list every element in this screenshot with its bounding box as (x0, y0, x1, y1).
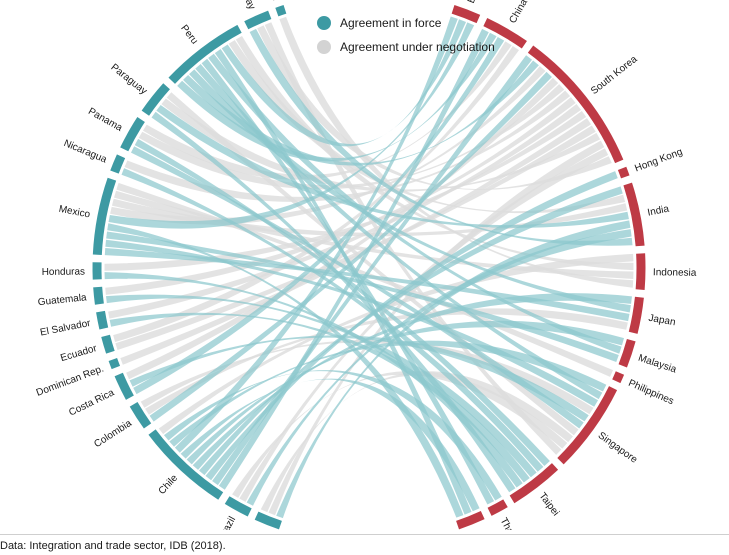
label-peru: Peru (178, 23, 200, 46)
arc-guatemala (93, 286, 104, 305)
label-south-korea: South Korea (589, 54, 640, 97)
label-thailand: Thailand (498, 516, 526, 530)
label-panama: Panama (86, 106, 124, 134)
arc-japan (628, 296, 644, 334)
chord-link-colombia-japan (145, 308, 628, 415)
chord-link-chile-china (218, 28, 489, 490)
label-uruguay: Uruguay (232, 0, 257, 11)
arc-philippines (612, 371, 625, 384)
arc-chile (148, 429, 224, 500)
legend-label-in-force: Agreement in force (340, 16, 442, 30)
chord-link-panama-singapore (130, 146, 584, 429)
chord-link-mexico-japan (104, 248, 630, 322)
arc-china (483, 18, 527, 49)
arc-nicaragua (110, 154, 126, 174)
label-guatemala: Guatemala (37, 292, 87, 308)
arc-dominican-rep (108, 357, 121, 370)
arc-thailand (487, 499, 508, 516)
arc-malaysia (618, 338, 636, 368)
label-taipei: Taipei (536, 491, 561, 518)
arc-vietnam (456, 510, 485, 530)
arc-hong-kong (617, 166, 630, 179)
arc-paraguay (141, 83, 170, 116)
label-indonesia: Indonesia (653, 267, 697, 279)
chord-link-peru-china (177, 32, 497, 162)
label-ecuador: Ecuador (59, 343, 98, 364)
label-hong-kong: Hong Kong (633, 147, 684, 175)
label-mexico: Mexico (58, 204, 92, 221)
chord-link-peru-thailand (201, 58, 495, 505)
arc-panama (120, 117, 145, 152)
chord-link-paraguay-india (156, 105, 629, 228)
label-honduras: Honduras (42, 267, 85, 278)
label-india: India (647, 204, 671, 219)
arc-singapore (557, 386, 618, 465)
arc-colombia (129, 402, 152, 429)
arc-el-salvador (96, 310, 109, 330)
chord-link-peru-indonesia (235, 35, 634, 271)
label-brunei: Brunei (466, 0, 487, 5)
label-singapore: Singapore (596, 430, 640, 466)
legend-swatch-under-negotiation (317, 40, 331, 54)
chord-links (104, 16, 634, 519)
arc-india (623, 182, 645, 247)
arc-ecuador (101, 334, 115, 354)
legend-label-under-negotiation: Agreement under negotiation (340, 40, 495, 54)
arc-brunei (451, 5, 481, 24)
footer-divider (0, 534, 729, 535)
arc-brazil (224, 496, 252, 517)
label-dominican-rep: Dominican Rep. (35, 364, 105, 399)
arc-peru (168, 24, 242, 84)
legend: Agreement in force Agreement under negot… (317, 16, 495, 54)
label-costa-rica: Costa Rica (67, 387, 116, 418)
chord-link-peru-brunei (221, 19, 467, 147)
source-note: Data: Integration and trade sector, IDB … (0, 540, 226, 552)
arc-uruguay (244, 10, 272, 30)
arc-venezuela (275, 5, 287, 17)
label-nicaragua: Nicaragua (62, 138, 109, 166)
legend-item-under-negotiation: Agreement under negotiation (317, 40, 495, 54)
chord-link-mexico-indonesia (114, 190, 634, 279)
label-venezuela: Venezuela (256, 0, 282, 2)
label-brazil: Brazil (217, 515, 239, 530)
legend-item-in-force: Agreement in force (317, 16, 442, 30)
label-el-salvador: El Salvador (39, 318, 92, 339)
chord-chart: ArgentinaBrazilChileColombiaCosta RicaDo… (35, 0, 697, 530)
group-arcs (92, 5, 646, 530)
arc-honduras (92, 262, 102, 280)
arc-mexico (92, 177, 117, 255)
chord-link-dominican-rep-south-korea (120, 118, 592, 365)
label-chile: Chile (157, 472, 181, 496)
label-malaysia: Malaysia (637, 353, 678, 376)
chord-link-peru-south-korea (183, 60, 539, 166)
arc-south-korea (527, 45, 624, 164)
chord-link-uruguay-south-korea (257, 25, 612, 190)
legend-swatch-in-force (317, 16, 331, 30)
label-philippines: Philippines (627, 378, 676, 407)
arc-costa-rica (114, 372, 134, 400)
chord-link-peru-vietnam (214, 49, 472, 515)
label-paraguay: Paraguay (109, 62, 149, 97)
chord-link-mexico-malaysia (106, 231, 619, 362)
chord-link-honduras-taipei (104, 272, 523, 488)
label-colombia: Colombia (92, 418, 134, 450)
arc-argentina (254, 511, 282, 530)
chord-link-mexico-philippines (116, 182, 614, 377)
label-japan: Japan (648, 313, 677, 329)
label-china: China (507, 0, 530, 25)
arc-indonesia (635, 253, 646, 291)
chord-link-uruguay-india (249, 28, 633, 246)
chord-link-venezuela-indonesia (279, 16, 634, 288)
arc-taipei (509, 463, 559, 504)
